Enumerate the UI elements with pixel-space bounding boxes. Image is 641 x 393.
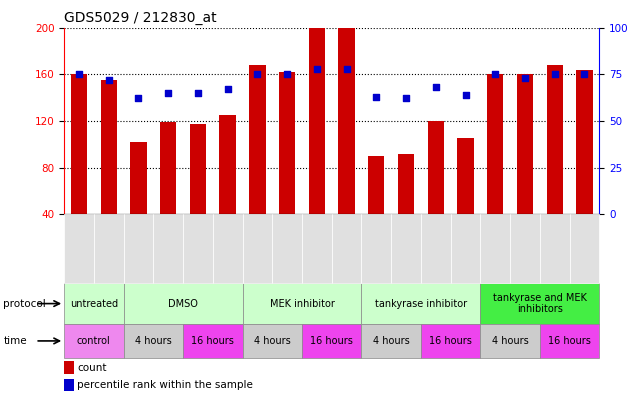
Bar xyxy=(242,324,302,358)
Text: 4 hours: 4 hours xyxy=(492,336,528,346)
Point xyxy=(163,90,173,96)
Text: 16 hours: 16 hours xyxy=(310,336,353,346)
Point xyxy=(104,77,114,83)
Bar xyxy=(124,283,242,324)
Bar xyxy=(183,324,242,358)
Bar xyxy=(160,169,176,214)
Bar xyxy=(576,116,593,214)
Text: percentile rank within the sample: percentile rank within the sample xyxy=(78,380,253,390)
Bar xyxy=(487,121,503,214)
Bar xyxy=(219,162,236,214)
Bar xyxy=(309,71,325,214)
Point xyxy=(253,71,263,77)
Bar xyxy=(480,324,540,358)
Text: 4 hours: 4 hours xyxy=(135,336,172,346)
Bar xyxy=(64,361,74,373)
Bar xyxy=(130,189,147,214)
Bar xyxy=(64,283,124,324)
Bar xyxy=(362,283,480,324)
Point xyxy=(282,71,292,77)
Text: MEK inhibitor: MEK inhibitor xyxy=(270,299,335,309)
Bar xyxy=(540,324,599,358)
Bar xyxy=(368,156,385,214)
Bar xyxy=(457,138,474,214)
Text: 16 hours: 16 hours xyxy=(548,336,591,346)
Text: 4 hours: 4 hours xyxy=(254,336,290,346)
Bar xyxy=(398,154,414,214)
Point xyxy=(193,90,203,96)
Bar xyxy=(576,70,593,214)
Point xyxy=(490,71,501,77)
Text: untreated: untreated xyxy=(70,299,118,309)
Bar xyxy=(547,65,563,214)
Text: protocol: protocol xyxy=(3,299,46,309)
Point xyxy=(312,65,322,72)
Point xyxy=(74,71,84,77)
Bar xyxy=(279,119,296,214)
Bar xyxy=(517,121,533,214)
Point xyxy=(222,86,233,92)
Bar xyxy=(124,324,183,358)
Text: 16 hours: 16 hours xyxy=(192,336,234,346)
Point xyxy=(549,71,560,77)
Bar xyxy=(130,142,147,214)
Text: time: time xyxy=(3,336,27,346)
Bar xyxy=(160,122,176,214)
Bar xyxy=(64,324,124,358)
Point xyxy=(431,84,441,90)
Text: control: control xyxy=(77,336,111,346)
Bar xyxy=(242,283,362,324)
Point xyxy=(133,95,144,101)
Point xyxy=(401,95,411,101)
Bar xyxy=(398,200,414,214)
Bar xyxy=(101,80,117,214)
Bar xyxy=(547,112,563,214)
Bar xyxy=(101,127,117,214)
Bar xyxy=(338,28,354,214)
Bar xyxy=(64,379,74,391)
Bar xyxy=(249,112,265,214)
Bar xyxy=(428,167,444,214)
Bar xyxy=(368,202,385,214)
Text: 16 hours: 16 hours xyxy=(429,336,472,346)
Bar xyxy=(362,324,421,358)
Bar xyxy=(517,74,533,214)
Point xyxy=(371,94,381,100)
Bar xyxy=(428,121,444,214)
Bar xyxy=(302,324,362,358)
Bar xyxy=(487,74,503,214)
Bar xyxy=(190,124,206,214)
Text: 4 hours: 4 hours xyxy=(373,336,410,346)
Bar xyxy=(480,283,599,324)
Bar xyxy=(219,115,236,214)
Point xyxy=(342,65,352,72)
Point xyxy=(460,92,470,98)
Text: count: count xyxy=(78,362,107,373)
Point xyxy=(579,71,590,77)
Text: tankyrase and MEK
inhibitors: tankyrase and MEK inhibitors xyxy=(493,293,587,314)
Bar xyxy=(421,324,480,358)
Bar xyxy=(71,121,87,214)
Bar xyxy=(249,65,265,214)
Bar xyxy=(309,24,325,214)
Text: DMSO: DMSO xyxy=(168,299,198,309)
Bar xyxy=(71,74,87,214)
Text: tankyrase inhibitor: tankyrase inhibitor xyxy=(375,299,467,309)
Bar xyxy=(457,185,474,214)
Text: GDS5029 / 212830_at: GDS5029 / 212830_at xyxy=(64,11,217,25)
Bar xyxy=(338,0,354,214)
Point xyxy=(520,75,530,81)
Bar xyxy=(190,171,206,214)
Bar xyxy=(279,72,296,214)
